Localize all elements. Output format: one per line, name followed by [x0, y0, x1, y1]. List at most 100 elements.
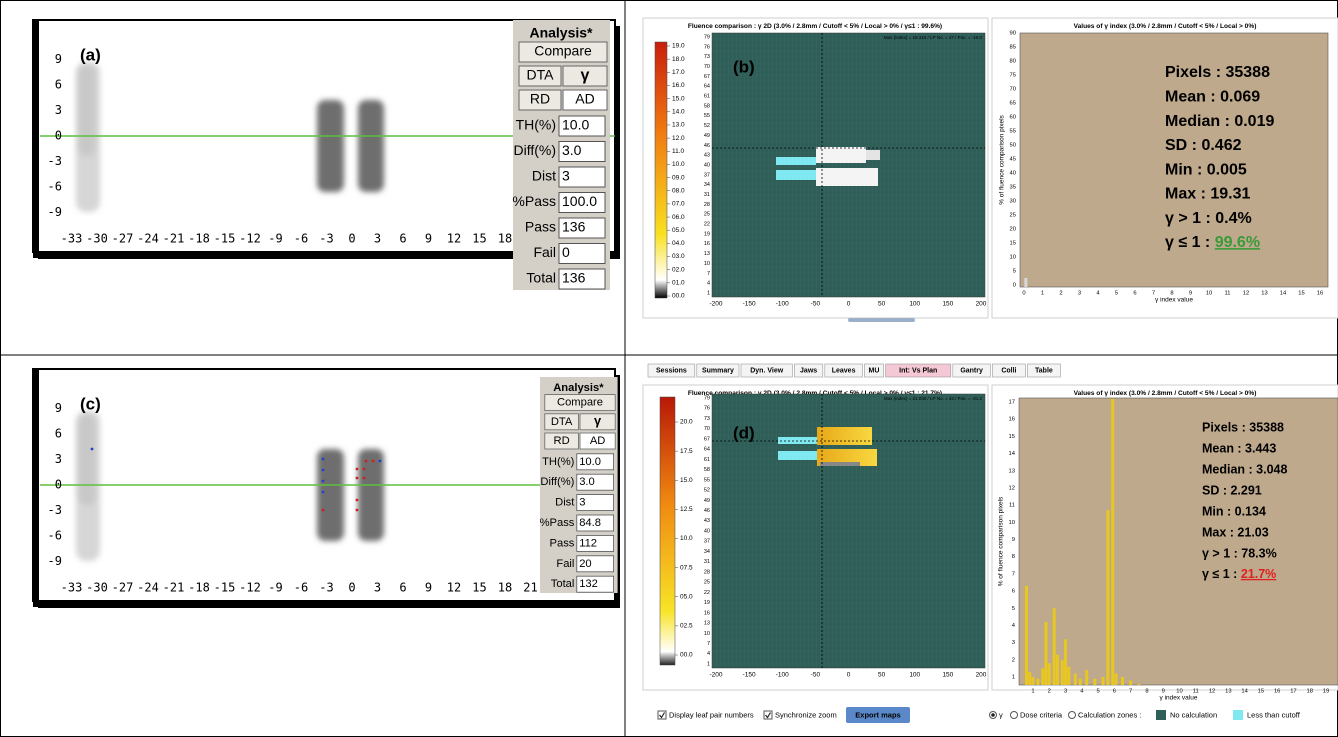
field-label: %Pass — [540, 517, 575, 529]
y-tick-label: 13 — [1009, 468, 1015, 474]
ad-button[interactable] — [562, 89, 608, 111]
x-tick-label: -12 — [239, 581, 261, 595]
y-tick-label: 61 — [704, 457, 710, 463]
compare-button-label: Compare — [557, 397, 603, 409]
dta-button[interactable] — [544, 413, 579, 431]
field-input[interactable] — [576, 575, 615, 593]
colorbar-label: 03.0 — [672, 253, 685, 260]
dta-button[interactable] — [518, 65, 562, 87]
field-input[interactable] — [576, 514, 615, 532]
field-value: 136 — [562, 219, 586, 235]
y-tick-label: 80 — [1010, 59, 1016, 65]
x-tick-label: 9 — [1162, 689, 1165, 695]
field-input[interactable] — [576, 555, 615, 573]
tab[interactable] — [885, 363, 952, 378]
tab-label: Table — [1035, 367, 1053, 374]
y-tick-label: 40 — [704, 162, 710, 168]
field-input[interactable] — [558, 166, 606, 188]
x-tick-label: 6 — [1133, 291, 1136, 297]
y-tick-label: 6 — [55, 427, 62, 441]
field-input[interactable] — [576, 453, 615, 471]
y-tick-label: 70 — [1010, 87, 1016, 93]
tab[interactable] — [740, 363, 793, 378]
rd-button[interactable] — [518, 89, 562, 111]
gamma-button-label: γ — [581, 67, 590, 84]
radio[interactable] — [1068, 711, 1076, 719]
tab[interactable] — [647, 363, 696, 378]
colorbar-label: 08.0 — [672, 187, 685, 194]
y-tick-label: 28 — [704, 569, 710, 575]
y-tick-label: 79 — [704, 395, 710, 401]
field-value: 136 — [562, 270, 586, 286]
y-tick-label: 55 — [1010, 129, 1016, 135]
gamma-button[interactable] — [562, 65, 608, 87]
map — [711, 32, 986, 298]
x-tick-label: 7 — [1129, 689, 1132, 695]
dose-blob — [79, 66, 95, 156]
stat-line: Max : 19.31 — [1165, 186, 1250, 203]
pass-value: 99.6% — [1215, 234, 1260, 251]
field-input[interactable] — [558, 141, 606, 162]
y-tick-label: 76 — [704, 44, 710, 50]
tab[interactable] — [992, 363, 1026, 378]
compare-button[interactable] — [518, 41, 608, 63]
x-axis-label: γ index value — [1155, 297, 1193, 304]
pass-label: γ ≤ 1 : — [1202, 567, 1241, 581]
x-tick-label: 9 — [425, 232, 432, 246]
y-tick-label: 10 — [704, 631, 710, 637]
y-tick-label: 3 — [55, 452, 62, 466]
field-input[interactable] — [558, 243, 606, 264]
x-tick-label: -33 — [61, 581, 83, 595]
tab-label: Dyn. View — [750, 367, 783, 374]
radio[interactable] — [1010, 711, 1018, 719]
field-input[interactable] — [576, 535, 615, 552]
field-input[interactable] — [576, 473, 615, 491]
window-edge — [33, 20, 39, 258]
field-input[interactable] — [558, 115, 606, 137]
field-label: Pass — [550, 537, 575, 549]
colorbar-label: 17.5 — [680, 448, 693, 455]
ad-button-label: AD — [575, 91, 594, 107]
x-tick-label: -24 — [137, 232, 159, 246]
colorbar-label: 20.0 — [680, 419, 693, 426]
y-tick-label: 7 — [707, 641, 710, 647]
colorbar-label: 15.0 — [680, 477, 693, 484]
x-tick-label: 16 — [1274, 689, 1280, 695]
y-tick-label: 12 — [1009, 485, 1015, 491]
field-input[interactable] — [558, 268, 606, 290]
x-tick-label: 14 — [1280, 291, 1287, 297]
checkbox[interactable] — [657, 710, 667, 720]
stat-line: γ > 1 : 0.4% — [1165, 210, 1252, 227]
y-tick-label: 22 — [704, 222, 710, 228]
y-tick-label: 37 — [704, 539, 710, 545]
histogram-title: Values of γ index (3.0% / 2.8mm / Cutoff… — [1074, 23, 1257, 30]
tab[interactable] — [824, 363, 863, 378]
export-button[interactable] — [846, 707, 910, 723]
ad-button[interactable] — [579, 432, 616, 450]
rd-button[interactable] — [544, 432, 579, 450]
field-label: Total — [526, 270, 556, 286]
field-input[interactable] — [558, 192, 606, 213]
compare-button[interactable] — [544, 394, 616, 412]
y-tick-label: 7 — [1012, 571, 1015, 577]
x-tick-label: -27 — [112, 581, 134, 595]
histogram-bar — [1031, 677, 1035, 685]
x-tick-label: 15 — [1258, 689, 1264, 695]
tab[interactable] — [794, 363, 824, 378]
tab[interactable] — [696, 363, 740, 378]
tab[interactable] — [864, 363, 884, 378]
y-tick-label: 61 — [704, 94, 710, 100]
x-tick-label: 12 — [447, 581, 461, 595]
tab[interactable] — [1027, 363, 1061, 378]
field-value: 10.0 — [579, 456, 601, 468]
field-input[interactable] — [558, 217, 606, 239]
histogram-bar — [1106, 510, 1110, 685]
gamma-button[interactable] — [579, 413, 616, 431]
tab[interactable] — [952, 363, 991, 378]
field-input[interactable] — [576, 494, 615, 512]
checkbox[interactable] — [763, 710, 773, 720]
x-tick-label: 15 — [1298, 291, 1304, 297]
checkmark — [659, 712, 666, 719]
y-tick-label: 50 — [1010, 143, 1016, 149]
colorbar — [659, 396, 676, 666]
